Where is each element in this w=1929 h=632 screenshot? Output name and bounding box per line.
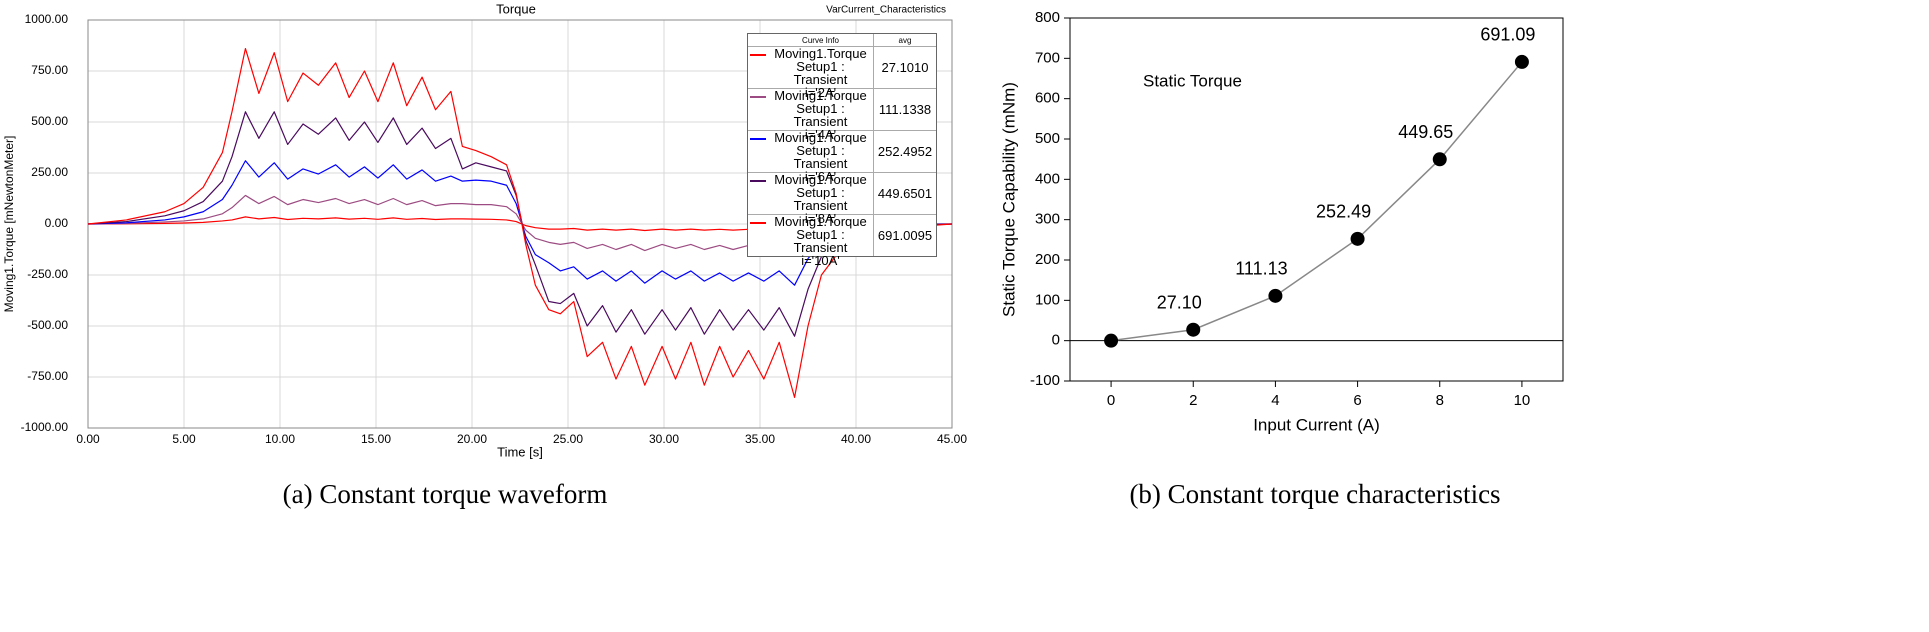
y-tick-label: 400 [1035,170,1060,187]
legend-swatch [748,173,768,214]
y-tick-label: -100 [1030,372,1060,389]
y-tick-label: -750.00 [27,369,68,383]
legend-swatch-line [750,54,766,56]
y-tick-label: 600 [1035,90,1060,107]
y-tick-label: 100 [1035,291,1060,308]
data-label: 27.10 [1157,292,1202,312]
x-tick-label: 4 [1271,392,1279,409]
y-tick-label: 0 [1052,332,1060,349]
x-tick-label: 10 [1514,392,1531,409]
x-tick-label: 25.00 [553,432,583,446]
data-label: 691.09 [1480,25,1535,45]
legend-entry: Moving1.Torque Setup1 : Transient i='6A'… [748,130,936,184]
x-tick-label: 20.00 [457,432,487,446]
y-tick-label: 700 [1035,49,1060,66]
y-tick-label: 300 [1035,211,1060,228]
y-tick-label: -250.00 [27,267,68,281]
x-tick-label: 8 [1436,392,1444,409]
data-point [1104,333,1119,348]
annotation: Static Torque [1143,71,1242,90]
legend-entry: Moving1.Torque Setup1 : Transient i='4A'… [748,88,936,142]
y-tick-label: 0.00 [45,216,69,230]
x-axis-label: Time [s] [497,444,543,459]
x-tick-label: 30.00 [649,432,679,446]
data-point [1432,152,1447,167]
data-point [1186,322,1201,337]
y-axis-label: Moving1.Torque [mNewtonMeter] [2,136,16,313]
y-tick-label: 500.00 [31,114,68,128]
x-tick-label: 5.00 [172,432,196,446]
legend-name: Moving1.Torque Setup1 : Transient i='8A' [774,172,867,226]
legend-avg: 252.4952 [873,131,936,172]
chart-subtitle: VarCurrent_Characteristics [826,5,946,16]
legend-name: Moving1.Torque Setup1 : Transient i='4A' [774,88,867,142]
data-label: 449.65 [1398,122,1453,142]
legend-header-name: Curve Info [802,36,839,45]
x-tick-label: 10.00 [265,432,295,446]
data-label: 111.13 [1235,259,1287,279]
legend-entry: Moving1.Torque Setup1 : Transient i='2A'… [748,46,936,100]
y-tick-label: 750.00 [31,63,68,77]
legend-swatch [748,131,768,172]
data-label: 252.49 [1316,202,1371,222]
y-tick-label: 500 [1035,130,1060,147]
legend-header: Curve Info avg [748,34,936,46]
legend-swatch-line [750,138,766,140]
legend-entry: Moving1.Torque Setup1 : Transient i='8A'… [748,172,936,226]
x-tick-label: 35.00 [745,432,775,446]
legend-avg: 691.0095 [873,215,936,256]
caption: (a) Constant torque waveform [283,479,608,509]
x-tick-label: 40.00 [841,432,871,446]
x-tick-label: 2 [1189,392,1197,409]
y-tick-label: 200 [1035,251,1060,268]
x-axis-label: Input Current (A) [1253,415,1380,434]
legend: Curve Info avg Moving1.Torque Setup1 : Tra… [747,33,937,268]
legend-swatch-line [750,180,766,182]
legend-avg: 111.1338 [873,89,936,130]
chart-title: Torque [496,1,536,16]
x-tick-label: 0 [1107,392,1115,409]
series-line [87,160,953,286]
legend-header-avg: avg [873,34,936,46]
y-tick-label: 250.00 [31,165,68,179]
legend-swatch [748,47,768,88]
legend-swatch [748,215,768,256]
x-tick-label: 15.00 [361,432,391,446]
trend-line [1110,61,1523,342]
legend-avg: 449.6501 [873,173,936,214]
x-tick-label: 0.00 [76,432,100,446]
legend-swatch [748,89,768,130]
y-tick-label: 800 [1035,9,1060,26]
legend-avg: 27.1010 [873,47,936,88]
series-line [87,47,953,398]
caption: (b) Constant torque characteristics [1129,479,1500,509]
y-tick-label: -1000.00 [21,420,69,434]
data-point [1268,288,1283,303]
x-tick-label: 45.00 [937,432,967,446]
y-axis-label: Static Torque Capability (mNm) [999,82,1018,317]
legend-name: Moving1.Torque Setup1 : Transient i='10A… [774,214,867,268]
legend-name: Moving1.Torque Setup1 : Transient i='6A' [774,130,867,184]
legend-entry: Moving1.Torque Setup1 : Transient i='10A… [748,214,936,268]
legend-swatch-line [750,96,766,98]
y-tick-label: 1000.00 [25,12,69,26]
plot-area [1069,17,1564,382]
x-tick-label: 6 [1353,392,1361,409]
y-tick-label: -500.00 [27,318,68,332]
legend-swatch-line [750,222,766,224]
legend-name: Moving1.Torque Setup1 : Transient i='2A' [774,46,867,100]
data-point [1350,231,1365,246]
plot-frame [1069,17,1564,382]
data-point [1514,54,1529,69]
